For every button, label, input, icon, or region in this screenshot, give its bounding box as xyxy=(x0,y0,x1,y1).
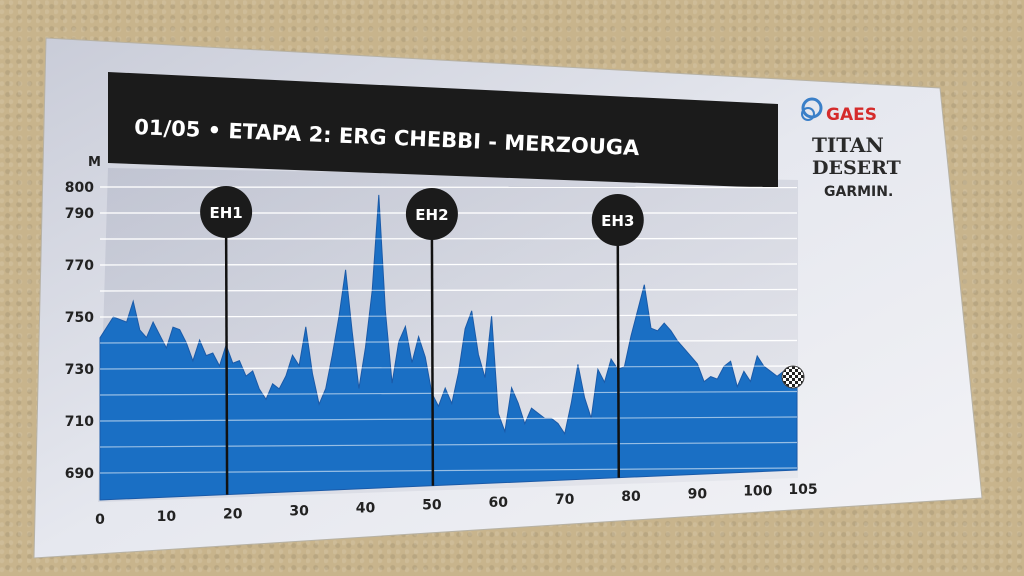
gridline xyxy=(99,263,798,266)
gridline xyxy=(99,314,798,318)
x-tick-label: 40 xyxy=(356,501,376,517)
x-tick-label: 0 xyxy=(95,512,105,528)
y-tick-label: 730 xyxy=(65,362,94,378)
gridline xyxy=(99,339,798,344)
svg-text:GARMIN.: GARMIN. xyxy=(824,184,893,200)
x-tick-label: 105 xyxy=(788,482,817,498)
gridlines-overlay xyxy=(99,186,798,474)
checkpoint-marker-eh1 xyxy=(200,186,253,238)
checkpoint-label-eh2: EH2 xyxy=(415,206,448,224)
x-tick-label: 10 xyxy=(157,509,177,525)
gaes-logo: GAES xyxy=(801,97,877,125)
svg-text:DESERT: DESERT xyxy=(812,157,901,179)
garmin-logo: GARMIN. xyxy=(824,184,893,200)
x-tick-label: 70 xyxy=(555,492,575,508)
y-tick-label: 790 xyxy=(65,206,94,222)
gridline xyxy=(99,441,798,448)
gridline xyxy=(99,237,798,240)
checkpoint-line-eh3 xyxy=(616,239,621,478)
elevation-area xyxy=(99,194,798,501)
y-axis-ticks: 690 710 730 750 770 790 800 xyxy=(65,180,94,482)
titan-desert-logo: TITAN DESERT xyxy=(812,133,901,179)
gridline xyxy=(99,288,798,292)
checkpoint-line-eh2 xyxy=(430,233,435,486)
checkpoint-label-eh1: EH1 xyxy=(209,204,242,222)
x-tick-label: 80 xyxy=(621,489,641,505)
checkpoint-line-eh1 xyxy=(224,231,229,495)
x-axis-ticks: 0 10 20 30 40 50 60 70 80 90 100 105 xyxy=(95,482,817,528)
svg-text:TITAN: TITAN xyxy=(812,133,884,157)
checkpoints: EH1 EH2 EH3 xyxy=(200,186,644,495)
checkpoint-label-eh3: EH3 xyxy=(601,212,634,230)
y-axis-label: M xyxy=(88,155,101,170)
gridline xyxy=(99,390,798,396)
finish-flag-icon xyxy=(781,365,805,389)
gridline xyxy=(99,416,798,422)
y-tick-label: 710 xyxy=(65,414,94,430)
x-tick-label: 100 xyxy=(743,483,772,499)
y-tick-label: 770 xyxy=(65,258,94,274)
x-tick-label: 20 xyxy=(223,506,243,522)
gridline xyxy=(99,186,798,189)
title-banner xyxy=(108,72,778,188)
gridline xyxy=(99,467,798,474)
checkpoint-marker-eh2 xyxy=(405,188,458,240)
gridline xyxy=(99,365,798,370)
x-tick-label: 90 xyxy=(688,486,708,502)
y-tick-label: 800 xyxy=(65,180,94,196)
x-tick-label: 60 xyxy=(489,495,509,511)
y-tick-label: 750 xyxy=(65,310,94,326)
svg-text:GAES: GAES xyxy=(826,105,877,125)
checkpoint-marker-eh3 xyxy=(591,194,644,246)
y-tick-label: 690 xyxy=(65,466,94,482)
x-tick-label: 50 xyxy=(422,498,442,514)
x-tick-label: 30 xyxy=(289,503,309,519)
